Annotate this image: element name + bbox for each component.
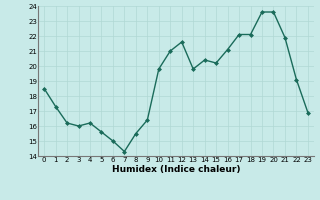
X-axis label: Humidex (Indice chaleur): Humidex (Indice chaleur) — [112, 165, 240, 174]
